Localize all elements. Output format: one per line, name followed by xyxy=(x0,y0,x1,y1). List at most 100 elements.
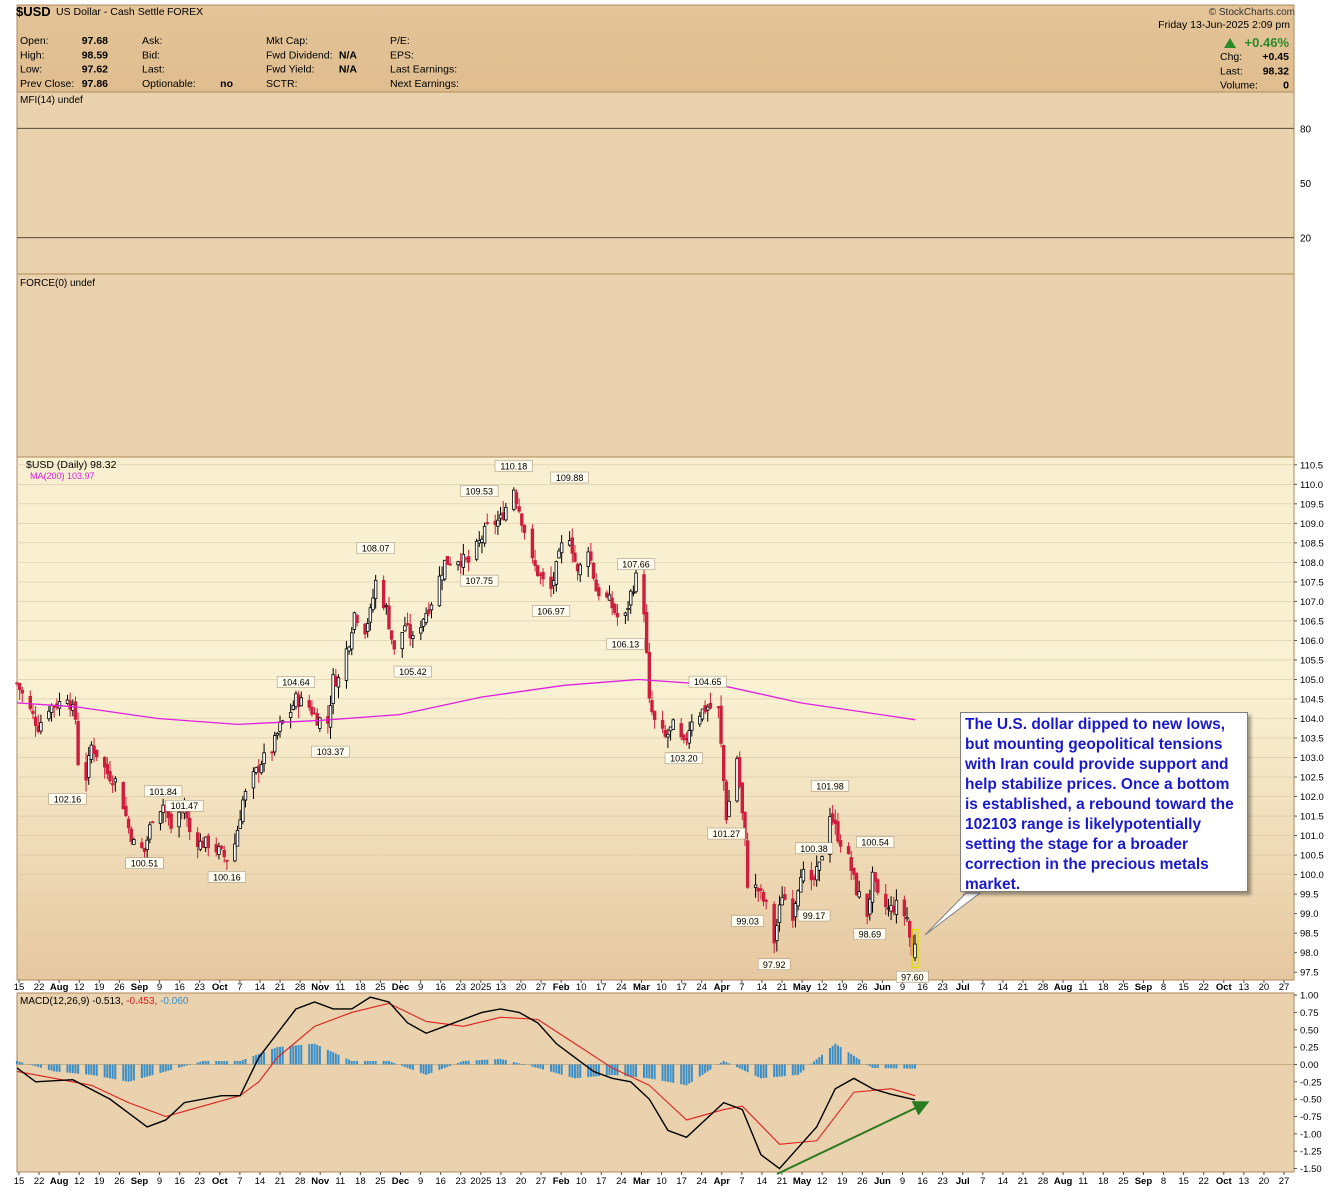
swing-label: 100.38 xyxy=(800,844,828,854)
candle-body xyxy=(865,893,869,917)
candle-body xyxy=(884,893,888,908)
macd-histogram-bar xyxy=(690,1064,693,1082)
candle-body xyxy=(278,721,282,732)
x-tick-label: Aug xyxy=(50,982,69,993)
x-tick-label: 11 xyxy=(1078,1176,1088,1187)
candle-body xyxy=(477,540,481,544)
quote-label: Last: xyxy=(142,64,165,76)
candle-body xyxy=(259,764,264,774)
macd-histogram-bar xyxy=(552,1064,555,1073)
macd-histogram-bar xyxy=(597,1064,600,1077)
macd-histogram-bar xyxy=(632,1064,635,1077)
macd-histogram-bar xyxy=(669,1064,672,1083)
macd-histogram-bar xyxy=(480,1059,483,1065)
candle-body xyxy=(586,551,590,567)
candle-body xyxy=(161,804,165,813)
x-tick-label: Aug xyxy=(50,1176,69,1187)
macd-histogram-bar xyxy=(411,1064,414,1070)
macd-histogram-bar xyxy=(459,1061,462,1065)
x-tick-label: 23 xyxy=(455,1176,466,1187)
macd-histogram-bar xyxy=(874,1064,877,1068)
macd-histogram-bar xyxy=(794,1064,797,1076)
candle-body xyxy=(687,730,691,744)
macd-histogram-bar xyxy=(475,1060,478,1065)
candle-body xyxy=(791,898,795,921)
macd-histogram-bar xyxy=(364,1060,367,1065)
candle-body xyxy=(557,550,561,559)
x-tick-label: 7 xyxy=(237,1176,242,1187)
macd-histogram-bar xyxy=(201,1060,204,1065)
x-tick-label: 20 xyxy=(516,1176,527,1187)
candle-body xyxy=(512,489,516,510)
candle-body xyxy=(187,817,192,833)
macd-histogram-bar xyxy=(369,1060,372,1065)
candle-body xyxy=(461,553,466,568)
macd-histogram-bar xyxy=(759,1064,762,1079)
macd-histogram-bar xyxy=(183,1064,186,1067)
macd-histogram-bar xyxy=(701,1064,704,1075)
x-tick-label: 28 xyxy=(1038,982,1049,993)
swing-label: 108.07 xyxy=(362,544,390,554)
candle-body xyxy=(613,604,617,614)
macd-histogram-bar xyxy=(244,1059,247,1065)
candle-body xyxy=(801,868,806,882)
candle-body xyxy=(166,811,171,819)
candle-body xyxy=(536,565,540,576)
candle-body xyxy=(39,722,43,732)
candle-body xyxy=(95,749,99,758)
macd-histogram-bar xyxy=(895,1064,898,1069)
x-tick-label: Aug xyxy=(1054,982,1073,993)
macd-histogram-bar xyxy=(215,1060,218,1065)
x-tick-label: 14 xyxy=(255,982,266,993)
quote-right-label: Chg: xyxy=(1220,51,1242,63)
price-tick-label: 107.5 xyxy=(1300,577,1324,588)
price-tick-label: 100.5 xyxy=(1300,851,1324,862)
x-tick-label: Oct xyxy=(212,982,229,993)
macd-histogram-bar xyxy=(90,1064,93,1075)
macd-histogram-bar xyxy=(892,1064,895,1069)
candle-body xyxy=(530,528,535,559)
x-tick-label: 28 xyxy=(295,982,306,993)
candle-body xyxy=(722,745,726,782)
x-tick-label: 17 xyxy=(676,982,687,993)
x-tick-label: 7 xyxy=(739,1176,744,1187)
macd-histogram-bar xyxy=(746,1064,749,1073)
quote-right-value: +0.45 xyxy=(1262,51,1289,63)
macd-histogram-bar xyxy=(587,1064,590,1078)
macd-histogram-bar xyxy=(635,1064,638,1078)
candle-body xyxy=(589,551,593,561)
candle-body xyxy=(254,767,258,773)
macd-histogram-bar xyxy=(534,1064,537,1068)
candle-body xyxy=(251,771,256,789)
macd-histogram-bar xyxy=(890,1064,893,1069)
swing-label-box xyxy=(125,857,164,869)
candle-body xyxy=(257,765,261,773)
macd-histogram-bar xyxy=(813,1061,816,1065)
x-tick-label: 18 xyxy=(355,982,366,993)
candle-body xyxy=(89,744,94,760)
macd-histogram-bar xyxy=(390,1061,393,1065)
macd-histogram-bar xyxy=(124,1064,127,1082)
quote-label: High: xyxy=(20,49,45,61)
macd-histogram-bar xyxy=(401,1064,404,1066)
macd-histogram-bar xyxy=(108,1064,111,1079)
trend-arrow xyxy=(776,1101,930,1175)
macd-histogram-bar xyxy=(387,1060,390,1065)
x-tick-label: 7 xyxy=(237,982,242,993)
macd-histogram-bar xyxy=(236,1060,239,1065)
candle-body xyxy=(421,618,426,627)
macd-histogram-bar xyxy=(223,1060,226,1065)
candle-body xyxy=(126,818,131,829)
macd-histogram-bar xyxy=(778,1064,781,1077)
macd-histogram-bar xyxy=(151,1064,154,1076)
macd-histogram-bar xyxy=(430,1064,433,1073)
quote-label: Low: xyxy=(20,64,42,76)
candle-body xyxy=(876,879,880,893)
candle-body xyxy=(36,725,40,732)
candle-body xyxy=(820,856,824,861)
macd-histogram-bar xyxy=(406,1064,409,1068)
macd-histogram-bar xyxy=(300,1044,303,1065)
price-tick-label: 103.5 xyxy=(1300,734,1324,745)
quote-right-label: Volume: xyxy=(1220,80,1258,92)
macd-histogram-bar xyxy=(77,1064,80,1074)
